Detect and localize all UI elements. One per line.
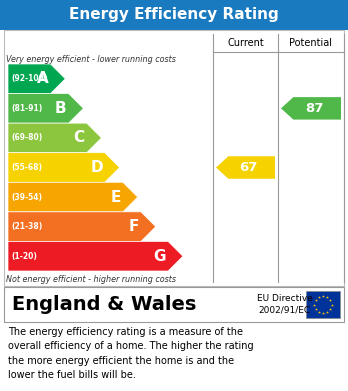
- Text: G: G: [153, 249, 166, 264]
- Text: (55-68): (55-68): [11, 163, 42, 172]
- Text: (69-80): (69-80): [11, 133, 42, 142]
- Text: D: D: [90, 160, 103, 175]
- Text: (81-91): (81-91): [11, 104, 42, 113]
- Polygon shape: [216, 156, 275, 179]
- Text: (1-20): (1-20): [11, 252, 37, 261]
- Text: England & Wales: England & Wales: [12, 295, 196, 314]
- Text: 87: 87: [305, 102, 323, 115]
- Text: E: E: [110, 190, 121, 204]
- Polygon shape: [281, 97, 341, 120]
- Text: Energy Efficiency Rating: Energy Efficiency Rating: [69, 7, 279, 23]
- Bar: [4, 287, 344, 322]
- Text: Very energy efficient - lower running costs: Very energy efficient - lower running co…: [6, 54, 176, 63]
- Text: B: B: [55, 101, 66, 116]
- Text: (21-38): (21-38): [11, 222, 42, 231]
- Bar: [0, 0, 348, 30]
- Polygon shape: [8, 93, 84, 123]
- Text: Current: Current: [227, 38, 264, 48]
- Bar: [4, 30, 344, 286]
- Bar: [306, 291, 340, 318]
- Polygon shape: [8, 153, 120, 182]
- Polygon shape: [8, 123, 102, 153]
- Polygon shape: [8, 241, 183, 271]
- Polygon shape: [8, 64, 65, 93]
- Text: 67: 67: [239, 161, 258, 174]
- Text: Potential: Potential: [290, 38, 332, 48]
- Text: EU Directive
2002/91/EC: EU Directive 2002/91/EC: [257, 294, 313, 315]
- Text: The energy efficiency rating is a measure of the
overall efficiency of a home. T: The energy efficiency rating is a measur…: [8, 327, 254, 380]
- Text: F: F: [128, 219, 139, 234]
- Polygon shape: [8, 212, 156, 241]
- Text: A: A: [37, 71, 48, 86]
- Polygon shape: [8, 182, 138, 212]
- Text: (92-100): (92-100): [11, 74, 47, 83]
- Text: C: C: [73, 131, 85, 145]
- Text: Not energy efficient - higher running costs: Not energy efficient - higher running co…: [6, 274, 176, 283]
- Text: (39-54): (39-54): [11, 193, 42, 202]
